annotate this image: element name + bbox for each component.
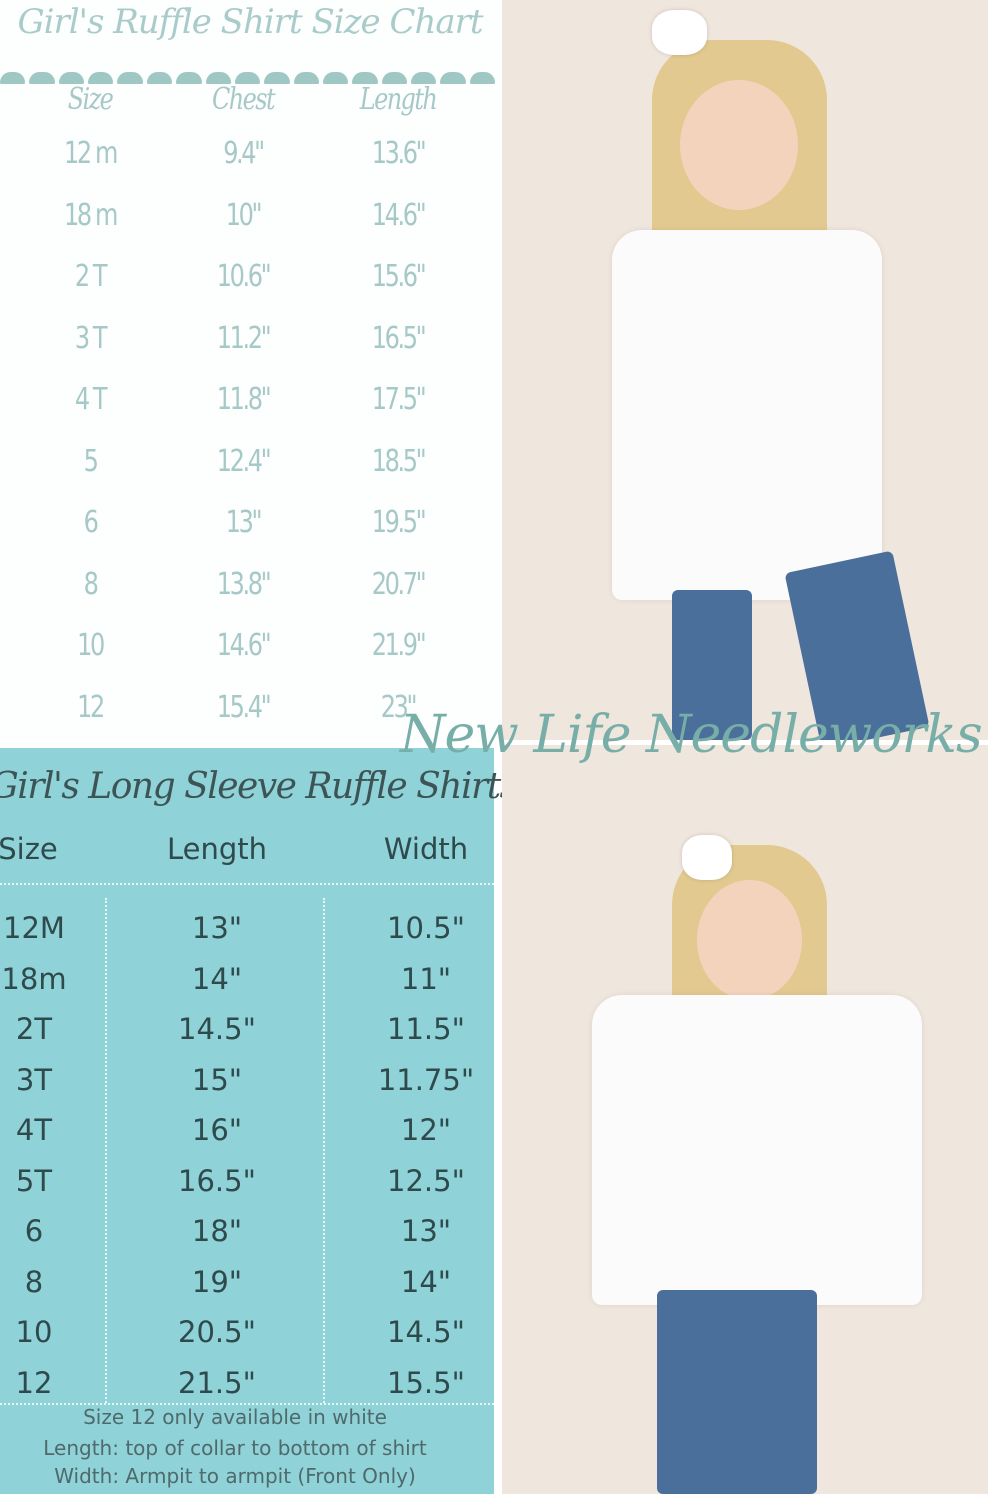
table-cell: 16.5": [178, 1163, 256, 1198]
scallop: [469, 72, 496, 84]
scallop: [264, 72, 290, 84]
table-cell: 15.6": [371, 259, 427, 294]
table-cell: 20.5": [178, 1315, 256, 1349]
photo-short-sleeve-model: [502, 0, 988, 740]
table-cell: 18": [191, 1214, 243, 1248]
scallop: [0, 72, 26, 84]
scallop: [146, 72, 173, 84]
table-cell: 12.5": [387, 1163, 465, 1198]
table-cell: 12 m: [64, 136, 118, 171]
table-cell: 5: [83, 443, 99, 479]
table-cell: 4 T: [74, 382, 108, 417]
table-cell: 14.6": [371, 197, 427, 233]
table-cell: 23": [380, 689, 418, 725]
table-cell: 15.5": [387, 1365, 465, 1400]
table-cell: 11.8": [216, 382, 272, 417]
scallop: [322, 72, 349, 84]
scallop: [176, 72, 202, 84]
table-cell: 6: [24, 1214, 44, 1248]
table-cell: 12M: [3, 911, 65, 945]
table-cell: 14.5": [387, 1315, 465, 1349]
table-cell: 5T: [15, 1163, 53, 1198]
column-header: Chest: [212, 82, 276, 117]
ruffle-size-chart: Girl's Ruffle Shirt Size Chart Size Chest…: [0, 0, 500, 742]
scallop-divider: [0, 72, 496, 84]
table-cell: 15.4": [216, 689, 272, 725]
ruffle-chart-title: Girl's Ruffle Shirt Size Chart: [17, 2, 483, 42]
table-cell: 10": [225, 197, 263, 233]
scallop: [381, 72, 408, 84]
header-divider: [0, 883, 494, 885]
table-cell: 16.5": [371, 320, 427, 356]
table-cell: 18 m: [64, 197, 118, 233]
long-sleeve-size-chart: Girl's Long Sleeve Ruffle Shirts Size Len…: [0, 748, 518, 1494]
column-header: Size: [67, 82, 114, 117]
table-cell: 9.4": [223, 136, 265, 171]
note-line: Width: Armpit to armpit (Front Only): [54, 1464, 416, 1488]
table-cell: 21.5": [178, 1365, 256, 1400]
table-cell: 18m: [1, 961, 67, 996]
watermark-text: New Life Needleworks: [400, 705, 983, 765]
table-cell: 19": [191, 1264, 243, 1299]
table-cell: 6: [83, 505, 99, 540]
long-sleeve-chart-title: Girl's Long Sleeve Ruffle Shirts: [0, 766, 518, 807]
footer-divider: [0, 1403, 494, 1405]
column-divider: [323, 898, 325, 1403]
table-cell: 11.2": [216, 320, 272, 356]
table-cell: 11.5": [387, 1012, 465, 1046]
table-cell: 8: [24, 1264, 44, 1299]
table-cell: 11": [400, 961, 452, 996]
column-header: Length: [166, 832, 268, 866]
table-cell: 14.6": [216, 628, 272, 663]
scallop: [440, 72, 466, 84]
table-cell: 12: [77, 689, 105, 725]
table-cell: 21.9": [371, 628, 427, 663]
table-cell: 17.5": [371, 382, 427, 417]
note-line: Size 12 only available in white: [83, 1405, 387, 1429]
column-header: Length: [359, 82, 438, 117]
table-cell: 11.75": [377, 1062, 475, 1097]
table-cell: 13": [191, 911, 243, 945]
table-cell: 10: [15, 1315, 53, 1349]
table-cell: 10.5": [387, 911, 465, 945]
table-cell: 13.6": [371, 136, 427, 171]
table-cell: 12": [400, 1113, 452, 1147]
scallop: [117, 72, 143, 84]
table-cell: 3T: [15, 1062, 53, 1097]
scallop: [29, 72, 55, 84]
table-cell: 3 T: [74, 320, 108, 356]
table-cell: 15": [191, 1062, 243, 1097]
table-cell: 4T: [15, 1113, 53, 1147]
table-cell: 19.5": [371, 505, 427, 540]
scallop: [88, 72, 114, 84]
note-line: Length: top of collar to bottom of shirt: [43, 1436, 427, 1460]
table-cell: 14": [400, 1264, 452, 1299]
scallop: [411, 72, 437, 84]
scallop: [352, 72, 378, 84]
table-cell: 10: [77, 628, 105, 663]
column-header: Width: [383, 832, 469, 866]
table-cell: 2T: [15, 1012, 53, 1046]
scallop: [58, 72, 85, 84]
table-cell: 20.7": [371, 566, 427, 602]
table-cell: 8: [83, 566, 99, 602]
scallop: [205, 72, 231, 84]
table-cell: 12: [15, 1365, 53, 1400]
scallop: [293, 72, 319, 84]
column-header: Size: [0, 832, 58, 866]
table-cell: 2 T: [74, 259, 108, 294]
column-divider: [105, 898, 107, 1403]
table-cell: 14": [191, 961, 243, 996]
photo-long-sleeve-model: [502, 745, 988, 1494]
table-cell: 14.5": [178, 1012, 256, 1046]
table-cell: 16": [191, 1113, 243, 1147]
table-cell: 13": [400, 1214, 452, 1248]
scallop: [234, 72, 261, 84]
table-cell: 18.5": [371, 443, 427, 479]
table-cell: 12.4": [216, 443, 272, 479]
table-cell: 13": [225, 505, 263, 540]
table-cell: 10.6": [216, 259, 272, 294]
table-cell: 13.8": [216, 566, 272, 602]
